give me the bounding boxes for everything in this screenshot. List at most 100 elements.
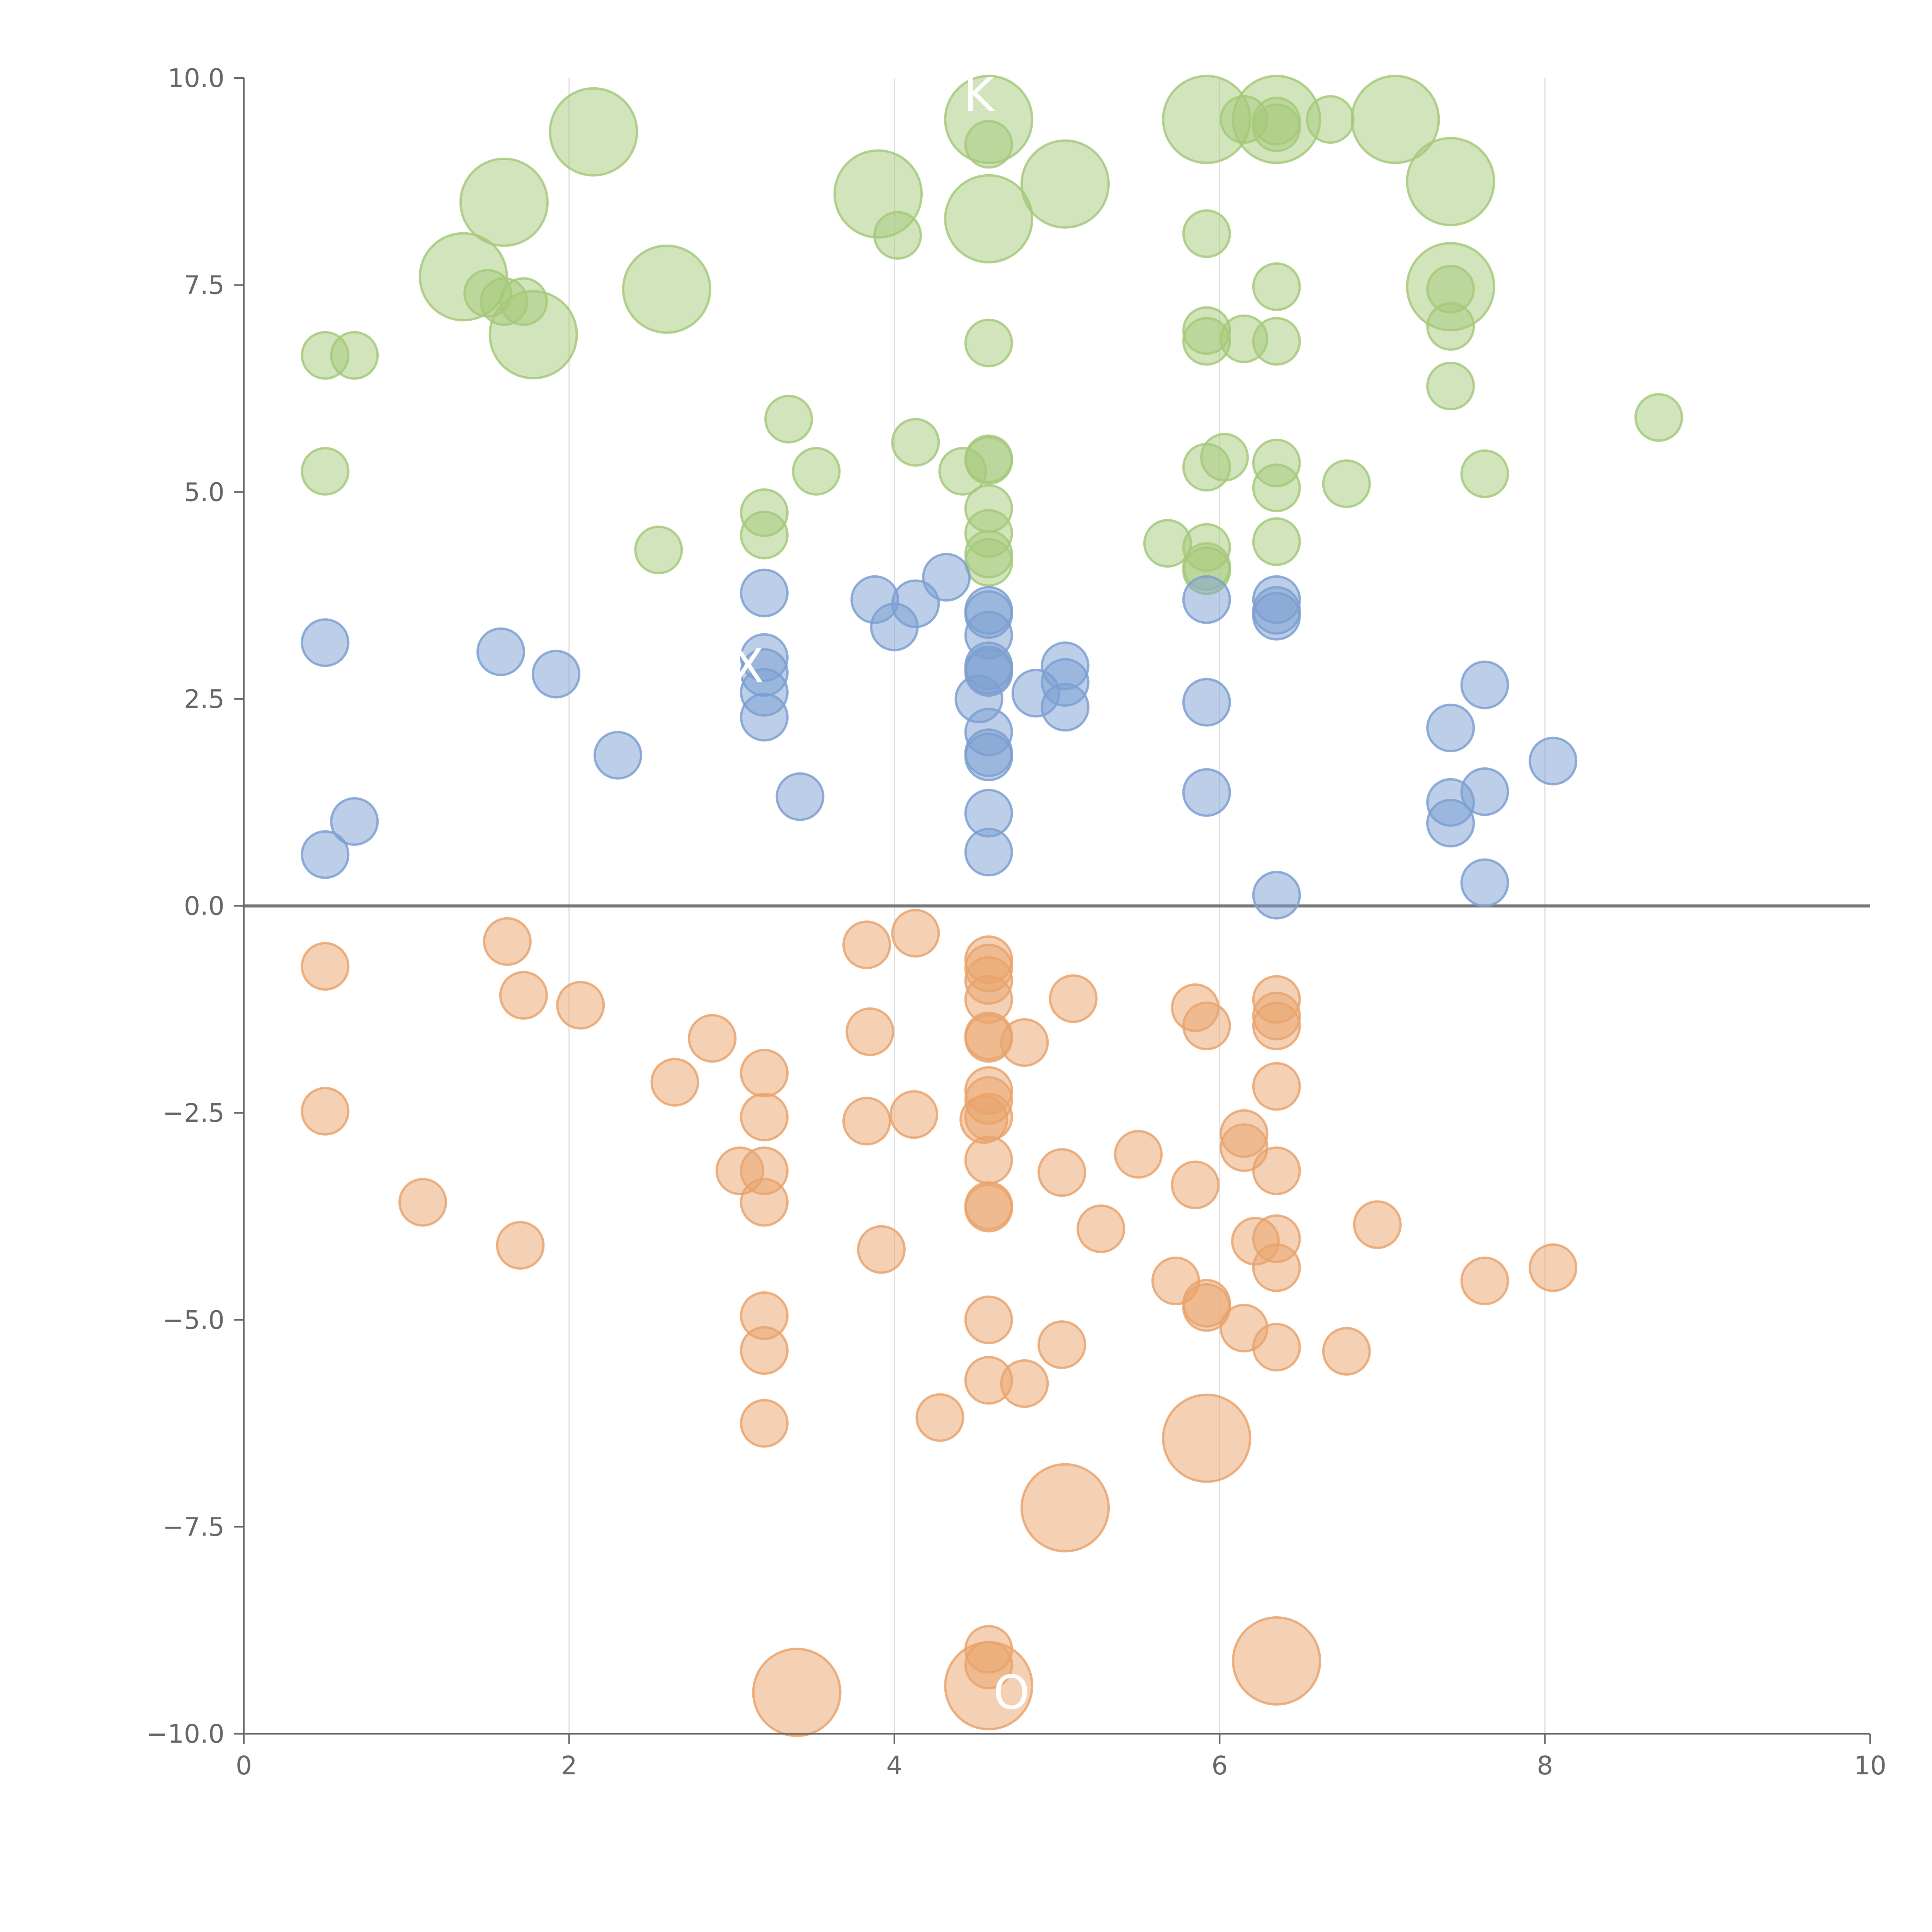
- x-tick-label: 8: [1537, 1751, 1553, 1781]
- scatter-point-orange: [1182, 1002, 1231, 1051]
- scatter-point-orange: [740, 1092, 789, 1141]
- scatter-point-orange: [1460, 1257, 1509, 1306]
- scatter-point-orange: [740, 1178, 789, 1227]
- y-tick-label: −10.0: [146, 1719, 224, 1749]
- scatter-point-blue: [476, 627, 526, 676]
- scatter-point-blue: [964, 732, 1013, 781]
- scatter-point-green: [634, 526, 683, 575]
- y-tick-label: −2.5: [163, 1098, 224, 1128]
- x-tick-label: 2: [561, 1751, 577, 1781]
- scatter-point-blue: [1252, 592, 1301, 641]
- scatter-point-orange: [1049, 974, 1098, 1023]
- scatter-point-orange: [944, 1641, 1034, 1731]
- scatter-point-green: [964, 318, 1013, 367]
- scatter-point-orange: [1171, 1160, 1220, 1209]
- scatter-point-green: [1020, 139, 1110, 229]
- y-tick-label: 2.5: [184, 684, 224, 714]
- scatter-point-orange: [1252, 1062, 1301, 1111]
- scatter-point-orange: [740, 1399, 789, 1448]
- scatter-point-orange: [650, 1058, 699, 1107]
- scatter-point-blue: [301, 618, 350, 667]
- scatter-point-orange: [891, 909, 940, 958]
- scatter-point-green: [622, 244, 711, 334]
- x-tick-label: 6: [1211, 1751, 1228, 1781]
- scatter-point-green: [1252, 262, 1301, 311]
- x-tick-label: 10: [1854, 1751, 1886, 1781]
- y-tick-label: 0.0: [184, 891, 224, 921]
- scatter-point-blue: [1460, 767, 1509, 816]
- scatter-point-blue: [1182, 678, 1231, 727]
- scatter-point-green: [1460, 449, 1509, 498]
- scatter-point-orange: [740, 1326, 789, 1375]
- scatter-point-green: [891, 418, 940, 467]
- scatter-point-orange: [301, 942, 350, 991]
- scatter-point-green: [944, 174, 1034, 264]
- scatter-point-green: [1252, 463, 1301, 512]
- scatter-point-blue: [1460, 660, 1509, 709]
- scatter-point-orange: [889, 1090, 939, 1139]
- scatter-point-orange: [842, 1097, 891, 1146]
- y-tick-label: 5.0: [184, 477, 224, 507]
- scatter-point-green: [1252, 517, 1301, 566]
- scatter-point-blue: [1182, 768, 1231, 817]
- scatter-point-orange: [1077, 1204, 1126, 1253]
- scatter-point-green: [1406, 137, 1495, 226]
- scatter-point-orange: [1252, 1243, 1301, 1292]
- scatter-point-green: [740, 510, 789, 560]
- y-tick-label: 7.5: [184, 270, 224, 300]
- scatter-point-orange: [1020, 1463, 1110, 1553]
- scatter-point-orange: [845, 1007, 895, 1056]
- scatter-point-orange: [740, 1049, 789, 1098]
- scatter-point-orange: [1322, 1327, 1371, 1376]
- scatter-point-green: [964, 538, 1013, 587]
- data-points: [301, 75, 1683, 1737]
- scatter-point-blue: [330, 797, 379, 846]
- scatter-point-orange: [556, 981, 605, 1030]
- scatter-point-green: [1252, 317, 1301, 366]
- scatter-point-blue: [740, 568, 789, 617]
- axes: 0 2 4 6 8 10 10.0 7.5 5.0 2.5 0.0 −2.5 −5.0 −7.5 −10.0: [146, 63, 1886, 1781]
- scatter-point-green: [964, 120, 1013, 169]
- scatter-point-blue: [891, 579, 940, 628]
- scatter-point-orange: [1529, 1243, 1578, 1292]
- y-tick-label: −7.5: [163, 1512, 224, 1542]
- scatter-point-green: [1322, 459, 1371, 508]
- scatter-point-orange: [1000, 1018, 1049, 1067]
- scatter-point-blue: [740, 693, 789, 742]
- scatter-point-orange: [915, 1393, 964, 1442]
- scatter-point-orange: [1162, 1393, 1252, 1483]
- scatter-point-blue: [1460, 858, 1509, 907]
- point-annotation: O: [993, 1666, 1029, 1720]
- x-tick-label: 0: [236, 1751, 252, 1781]
- scatter-point-orange: [1353, 1200, 1402, 1249]
- scatter-point-orange: [1037, 1148, 1087, 1197]
- scatter-point-blue: [776, 772, 825, 821]
- scatter-point-orange: [688, 1014, 737, 1063]
- x-tick-label: 4: [886, 1751, 903, 1781]
- scatter-point-green: [873, 211, 922, 260]
- scatter-point-orange: [398, 1178, 447, 1227]
- scatter-point-green: [330, 331, 379, 380]
- scatter-point-green: [549, 87, 638, 177]
- scatter-point-green: [1182, 209, 1231, 258]
- annotations: K X O: [732, 68, 1030, 1720]
- scatter-point-green: [301, 447, 350, 496]
- scatter-point-orange: [1000, 1359, 1049, 1408]
- y-tick-label: 10.0: [168, 63, 224, 93]
- point-annotation: X: [732, 639, 764, 693]
- scatter-point-orange: [857, 1225, 906, 1274]
- scatter-point-orange: [1232, 1616, 1321, 1706]
- scatter-point-orange: [1114, 1130, 1163, 1179]
- scatter-point-orange: [1182, 1283, 1231, 1332]
- scatter-point-orange: [964, 1136, 1013, 1185]
- scatter-point-blue: [1529, 736, 1578, 786]
- scatter-point-green: [1350, 75, 1440, 164]
- scatter-point-orange: [964, 1092, 1013, 1141]
- point-annotation: K: [964, 68, 995, 122]
- scatter-point-green: [964, 436, 1013, 485]
- scatter-point-blue: [922, 553, 971, 602]
- scatter-point-green: [1306, 95, 1355, 144]
- y-tick-label: −5.0: [163, 1305, 224, 1335]
- scatter-point-orange: [301, 1087, 350, 1136]
- scatter-point-green: [1634, 393, 1683, 442]
